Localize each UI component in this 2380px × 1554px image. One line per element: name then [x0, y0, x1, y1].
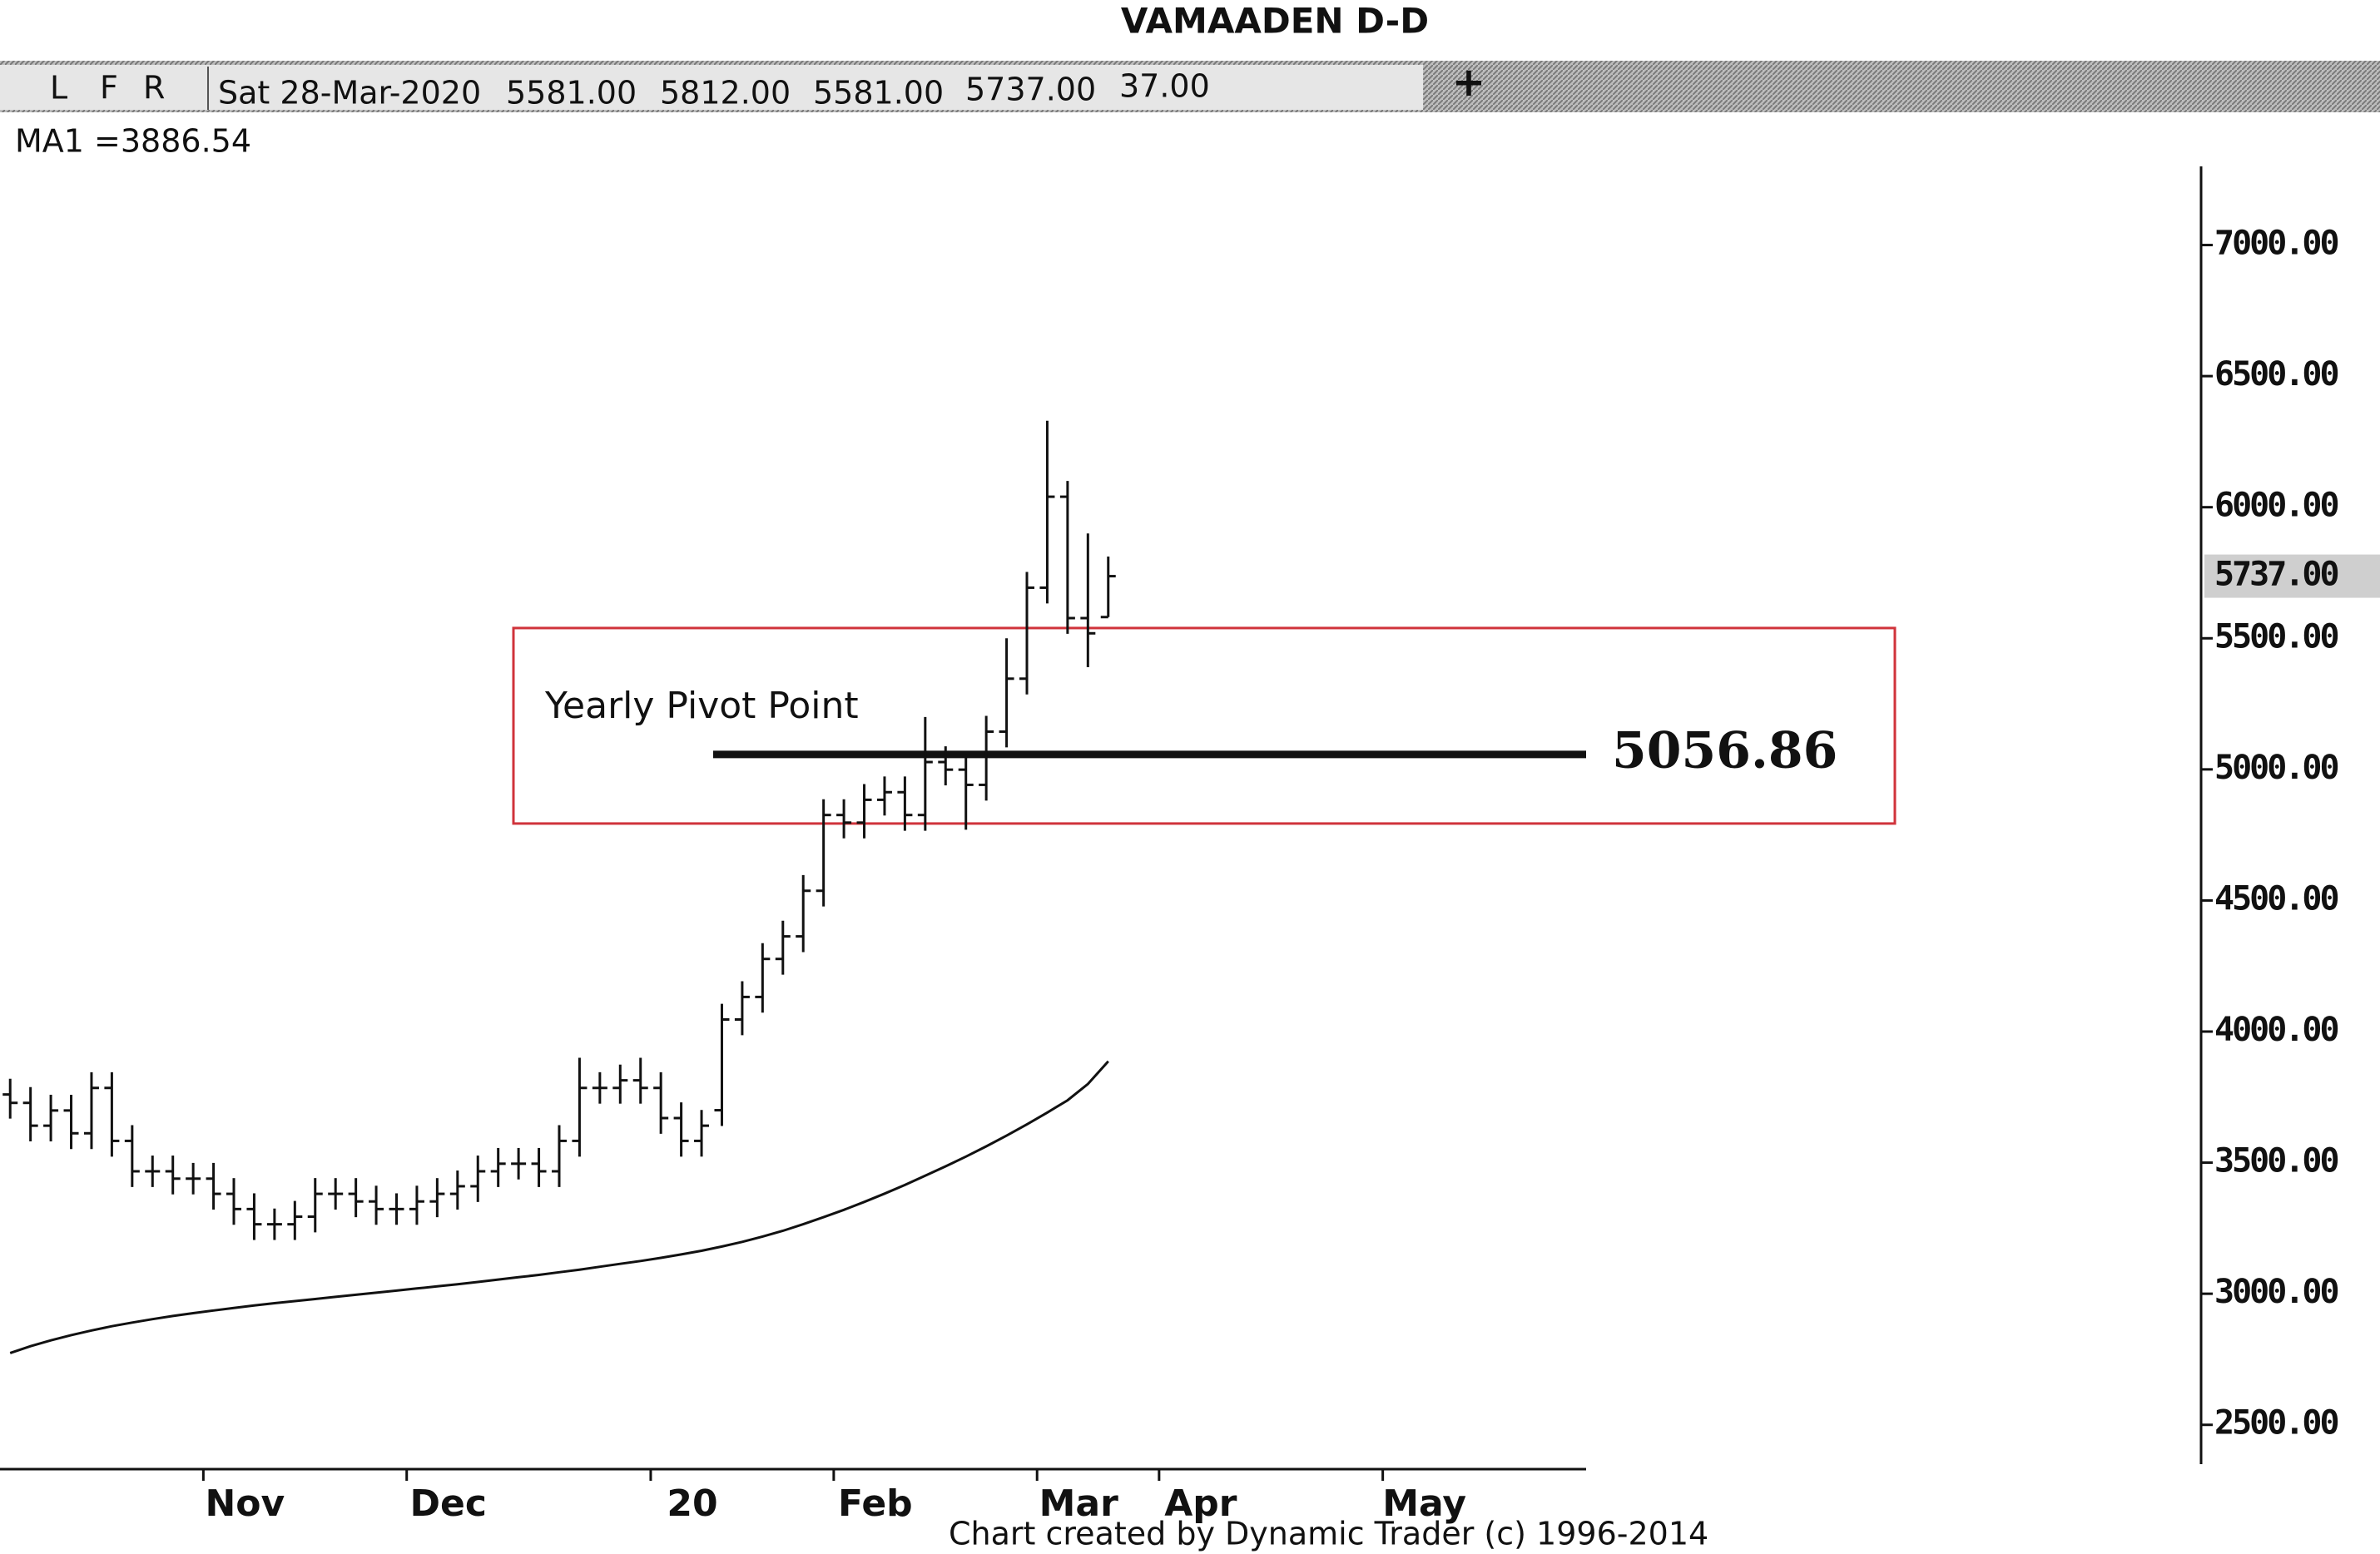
pivot-label: Yearly Pivot Point	[544, 685, 859, 727]
moving-average	[9, 1060, 1109, 1354]
toolbar-close: 5737.00	[965, 72, 1096, 108]
crosshair-icon[interactable]: +	[1452, 59, 1485, 106]
toolbar-open: 5581.00	[506, 75, 637, 111]
x-tick-label: Nov	[205, 1482, 285, 1525]
y-tick-label: 4500.00	[2214, 879, 2338, 918]
last-price-label: 5737.00	[2214, 556, 2338, 594]
y-tick-label: 7000.00	[2214, 225, 2338, 263]
pivot-box	[512, 626, 1897, 825]
x-tick-label: Mar	[1039, 1482, 1118, 1525]
y-tick-label: 3000.00	[2214, 1273, 2338, 1311]
y-tick-label: 4000.00	[2214, 1011, 2338, 1049]
x-tick-label: Dec	[409, 1482, 486, 1525]
y-tick-label: 2500.00	[2214, 1404, 2338, 1443]
last-price-box	[2204, 554, 2380, 598]
chart-title: VAMAADEN D-D	[1121, 1, 1429, 42]
toolbar-date: Sat 28-Mar-2020	[218, 75, 481, 111]
footer: Chart created by Dynamic Trader (c) 1996…	[949, 1516, 1708, 1552]
x-tick-label: 20	[667, 1482, 717, 1525]
toolbar-field	[0, 65, 1423, 110]
y-tick-label: 5500.00	[2214, 617, 2338, 656]
x-tick-label: Feb	[838, 1482, 913, 1525]
y-tick-label: 6000.00	[2214, 487, 2338, 525]
toolbar-button[interactable]: F	[100, 70, 118, 106]
toolbar-button[interactable]: L	[50, 70, 67, 106]
y-tick-label: 5000.00	[2214, 749, 2338, 787]
toolbar-change: 37.00	[1119, 68, 1210, 105]
pivot-value: 5056.86	[1612, 721, 1837, 779]
x-tick-label: May	[1382, 1482, 1466, 1525]
y-tick-label: 6500.00	[2214, 355, 2338, 393]
toolbar-high: 5812.00	[660, 75, 791, 111]
x-tick-label: Apr	[1164, 1482, 1237, 1525]
y-tick-label: 3500.00	[2214, 1142, 2338, 1180]
indicator-label: MA1 =3886.54	[15, 123, 251, 160]
toolbar-low: 5581.00	[813, 75, 944, 111]
toolbar-button[interactable]: R	[143, 70, 165, 106]
